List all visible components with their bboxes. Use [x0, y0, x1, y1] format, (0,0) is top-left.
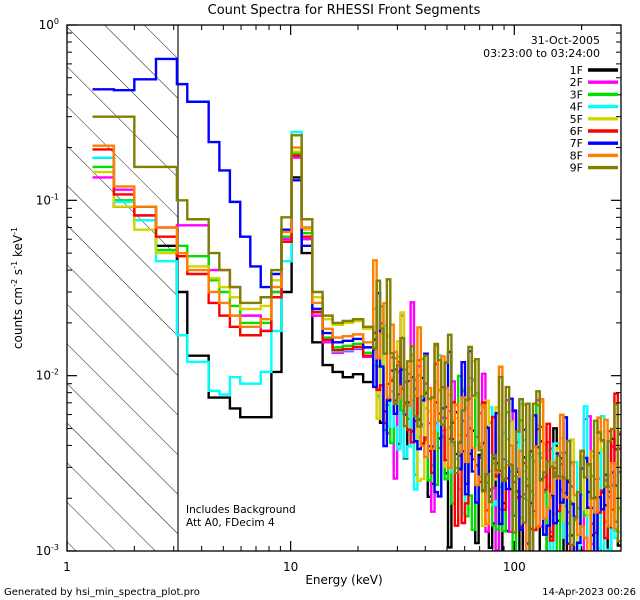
- ylabel-main2: s: [11, 269, 25, 279]
- legend-label: 1F: [570, 64, 583, 77]
- legend-item-7f[interactable]: 7F: [570, 137, 618, 150]
- ylabel-sup2: -1: [10, 261, 19, 269]
- legend-item-2f[interactable]: 2F: [570, 76, 618, 89]
- legend-label: 6F: [570, 125, 583, 138]
- y-tick-label: 10-3: [36, 543, 59, 558]
- ylabel-main1: counts cm: [11, 287, 25, 349]
- legend-item-5f[interactable]: 5F: [570, 113, 618, 126]
- legend-label: 7F: [570, 137, 583, 150]
- y-axis-label: counts cm-2 s-1 keV-1: [10, 227, 25, 349]
- y-tick-label: 100: [39, 17, 59, 32]
- x-tick-label: 100: [503, 560, 526, 574]
- spectrum-curve-6f: [92, 148, 621, 551]
- legend-label: 4F: [570, 101, 583, 114]
- legend-label: 5F: [570, 113, 583, 126]
- excluded-energy-band: [67, 25, 179, 551]
- legend-item-3f[interactable]: 3F: [570, 88, 618, 101]
- legend-label: 2F: [570, 76, 583, 89]
- x-axis-label: Energy (keV): [305, 573, 382, 587]
- annotation-line-1: Includes Background: [186, 504, 296, 516]
- page-title: Count Spectra for RHESSI Front Segments: [208, 3, 481, 18]
- x-tick-label: 10: [283, 560, 298, 574]
- x-tick-labels: 1 10 100: [63, 560, 526, 574]
- spectrum-curve-9f: [92, 115, 621, 551]
- legend-item-1f[interactable]: 1F: [570, 64, 618, 77]
- y-tick-label: 10-1: [36, 192, 59, 207]
- axis-ticks-group: [66, 24, 622, 552]
- footer-timestamp: 14-Apr-2023 00:26: [542, 587, 636, 598]
- observation-time-range: 03:23:00 to 03:24:00: [483, 47, 600, 60]
- y-tick-labels: 100 10-1 10-2 10-3: [36, 17, 59, 558]
- ylabel-sup1: -2: [10, 279, 19, 287]
- legend-label: 9F: [570, 162, 583, 175]
- observation-date: 31-Oct-2005: [531, 34, 600, 47]
- svg-text:counts cm-2 s-1 keV-1: counts cm-2 s-1 keV-1: [10, 227, 25, 349]
- legend-item-6f[interactable]: 6F: [570, 125, 618, 138]
- annotation-line-2: Att A0, FDecim 4: [186, 517, 275, 529]
- legend-label: 8F: [570, 149, 583, 162]
- spectrum-curve-5f: [92, 150, 621, 550]
- ylabel-sup3: -1: [10, 227, 19, 235]
- legend-label: 3F: [570, 88, 583, 101]
- ylabel-main3: keV: [11, 234, 25, 261]
- spectra-curves-group: [92, 57, 621, 551]
- y-tick-label: 10-2: [36, 368, 59, 383]
- x-tick-label: 1: [63, 560, 71, 574]
- legend-item-4f[interactable]: 4F: [570, 101, 618, 114]
- legend-item-9f[interactable]: 9F: [570, 162, 618, 175]
- legend-item-8f[interactable]: 8F: [570, 149, 618, 162]
- footer-generated-by: Generated by hsi_min_spectra_plot.pro: [4, 587, 200, 598]
- plot-frame: [66, 24, 622, 552]
